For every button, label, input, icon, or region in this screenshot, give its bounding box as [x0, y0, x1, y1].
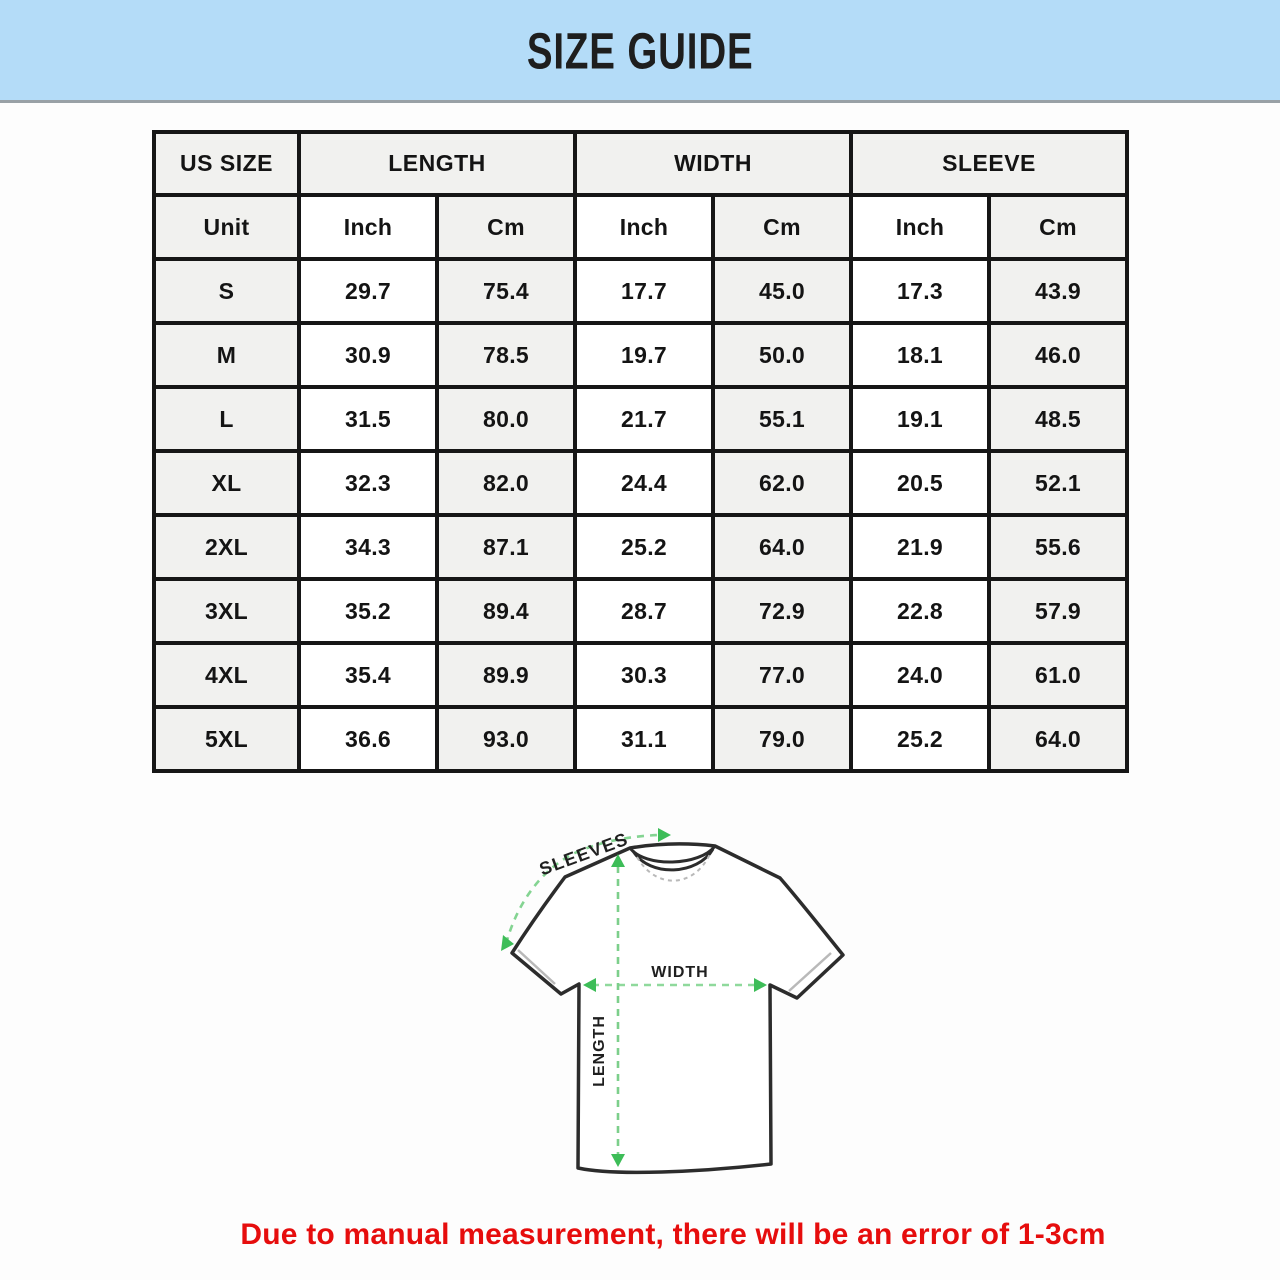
measurement-cell: 25.2	[849, 705, 991, 773]
measurement-cell: 19.7	[573, 321, 715, 389]
col-group-width: WIDTH	[573, 130, 853, 197]
unit-cell: Inch	[849, 193, 991, 261]
measurement-cell: 35.4	[297, 641, 439, 709]
size-row: 3XL 35.2 89.4 28.7 72.9 22.8 57.9	[152, 577, 1130, 645]
size-row: L 31.5 80.0 21.7 55.1 19.1 48.5	[152, 385, 1130, 453]
measurement-cell: 28.7	[573, 577, 715, 645]
sleeves-arrowhead-start	[501, 935, 514, 951]
unit-cell: Cm	[711, 193, 853, 261]
measurement-cell: 19.1	[849, 385, 991, 453]
measurement-cell: 57.9	[986, 577, 1130, 645]
length-arrowhead-top	[611, 854, 625, 867]
measurement-cell: 21.9	[849, 513, 991, 581]
size-row: XL 32.3 82.0 24.4 62.0 20.5 52.1	[152, 449, 1130, 517]
measurement-cell: 48.5	[986, 385, 1130, 453]
measurement-cell: 36.6	[297, 705, 439, 773]
measurement-cell: 79.0	[711, 705, 853, 773]
measurement-cell: 64.0	[986, 705, 1130, 773]
unit-cell: Inch	[573, 193, 715, 261]
measurement-cell: 18.1	[849, 321, 991, 389]
unit-row: Unit Inch Cm Inch Cm Inch Cm	[152, 193, 1130, 261]
sleeves-arrow-line	[504, 833, 660, 945]
measurement-cell: 93.0	[435, 705, 577, 773]
size-label-cell: S	[152, 257, 301, 325]
measurement-cell: 25.2	[573, 513, 715, 581]
measurement-cell: 20.5	[849, 449, 991, 517]
measurement-cell: 52.1	[986, 449, 1130, 517]
col-group-us-size: US SIZE	[152, 130, 301, 197]
collar-back-seam	[636, 853, 711, 882]
page-title: SIZE GUIDE	[526, 21, 754, 79]
measurement-cell: 24.0	[849, 641, 991, 709]
table-header-row: US SIZE LENGTH WIDTH SLEEVE	[152, 130, 1130, 197]
measurement-cell: 31.5	[297, 385, 439, 453]
left-cuff-seam	[517, 949, 556, 985]
measurement-cell: 30.3	[573, 641, 715, 709]
size-row: 2XL 34.3 87.1 25.2 64.0 21.9 55.6	[152, 513, 1130, 581]
size-label-cell: L	[152, 385, 301, 453]
size-label-cell: XL	[152, 449, 301, 517]
measurement-cell: 17.3	[849, 257, 991, 325]
size-row: 5XL 36.6 93.0 31.1 79.0 25.2 64.0	[152, 705, 1130, 773]
measurement-cell: 72.9	[711, 577, 853, 645]
measurement-cell: 32.3	[297, 449, 439, 517]
collar-ribbing-inner	[631, 848, 715, 872]
measurement-cell: 21.7	[573, 385, 715, 453]
width-arrowhead-right	[754, 978, 767, 992]
measurement-cell: 29.7	[297, 257, 439, 325]
unit-cell: Cm	[986, 193, 1130, 261]
measurement-cell: 31.1	[573, 705, 715, 773]
measurement-cell: 22.8	[849, 577, 991, 645]
measurement-cell: 87.1	[435, 513, 577, 581]
col-group-length: LENGTH	[297, 130, 577, 197]
measurement-cell: 50.0	[711, 321, 853, 389]
measurement-cell: 30.9	[297, 321, 439, 389]
measurement-cell: 24.4	[573, 449, 715, 517]
banner: SIZE GUIDE	[0, 0, 1280, 103]
measurement-cell: 34.3	[297, 513, 439, 581]
size-label-cell: 4XL	[152, 641, 301, 709]
measurement-cell: 17.7	[573, 257, 715, 325]
length-label: LENGTH	[591, 1015, 608, 1087]
size-row: 4XL 35.4 89.9 30.3 77.0 24.0 61.0	[152, 641, 1130, 709]
size-table-body: US SIZE LENGTH WIDTH SLEEVE Unit Inch Cm Inch Cm…	[152, 130, 1130, 773]
col-group-sleeve: SLEEVE	[848, 130, 1130, 197]
measurement-cell: 82.0	[435, 449, 577, 517]
measurement-cell: 43.9	[986, 257, 1130, 325]
size-row: S 29.7 75.4 17.7 45.0 17.3 43.9	[152, 257, 1130, 325]
measurement-cell: 35.2	[297, 577, 439, 645]
measurement-cell: 55.6	[986, 513, 1130, 581]
measurement-cell: 80.0	[435, 385, 577, 453]
measurement-cell: 64.0	[711, 513, 853, 581]
size-label-cell: 2XL	[152, 513, 301, 581]
measurement-cell: 75.4	[435, 257, 577, 325]
right-cuff-seam	[788, 952, 832, 992]
width-label: WIDTH	[651, 964, 708, 981]
measurement-cell: 55.1	[711, 385, 853, 453]
width-arrowhead-left	[583, 978, 596, 992]
size-label-cell: 5XL	[152, 705, 301, 773]
size-table-container: US SIZE LENGTH WIDTH SLEEVE Unit Inch Cm Inch Cm…	[152, 130, 1130, 773]
unit-cell: Cm	[435, 193, 577, 261]
size-label-cell: 3XL	[152, 577, 301, 645]
measurement-cell: 78.5	[435, 321, 577, 389]
measurement-cell: 46.0	[986, 321, 1130, 389]
measurement-disclaimer: Due to manual measurement, there will be…	[240, 1218, 1106, 1251]
measurement-cell: 62.0	[711, 449, 853, 517]
measurement-cell: 77.0	[711, 641, 853, 709]
tshirt-outline	[510, 842, 845, 1175]
size-label-cell: M	[152, 321, 301, 389]
unit-cell: Inch	[297, 193, 439, 261]
size-row: M 30.9 78.5 19.7 50.0 18.1 46.0	[152, 321, 1130, 389]
unit-label-cell: Unit	[152, 193, 301, 261]
measurement-cell: 61.0	[986, 641, 1130, 709]
measurement-cell: 89.4	[435, 577, 577, 645]
length-arrowhead-bottom	[611, 1154, 625, 1167]
measurement-cell: 89.9	[435, 641, 577, 709]
measurement-cell: 45.0	[711, 257, 853, 325]
size-chart-table: US SIZE LENGTH WIDTH SLEEVE Unit Inch Cm Inch Cm…	[152, 130, 1130, 773]
sleeves-arrowhead-end	[658, 828, 671, 842]
